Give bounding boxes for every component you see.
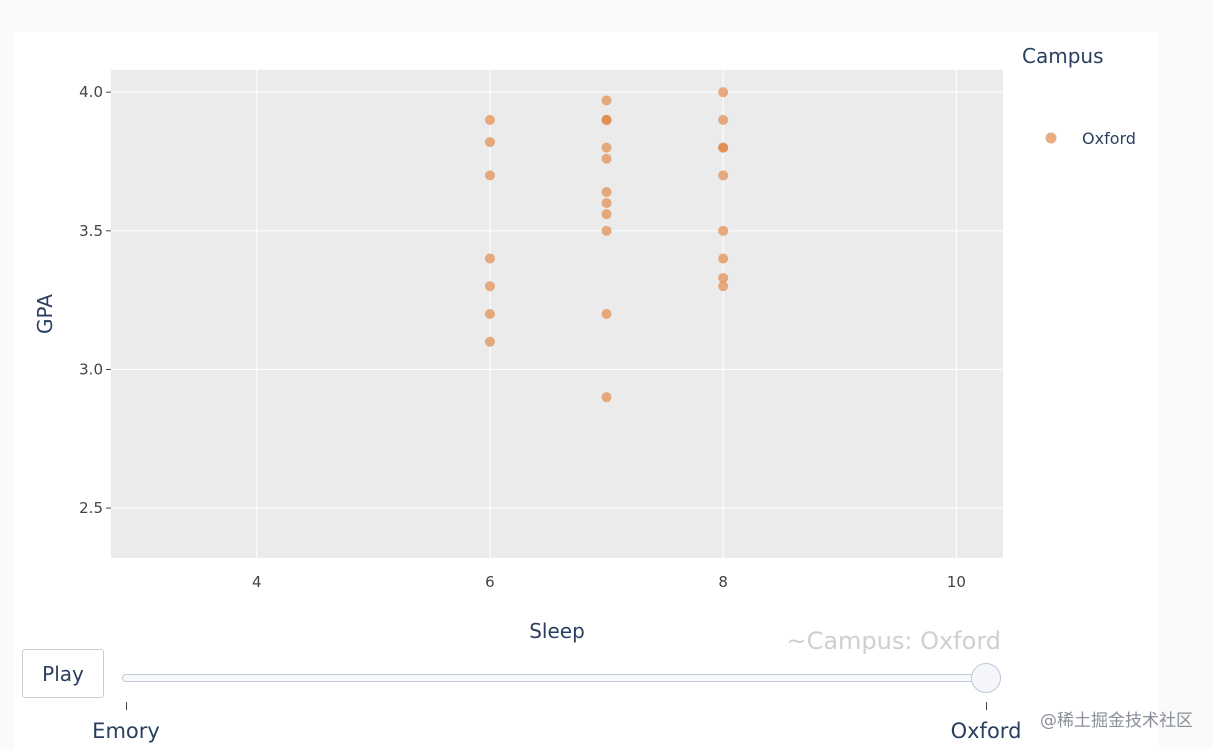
- x-tick-label: 4: [252, 573, 262, 591]
- data-point: [718, 225, 729, 236]
- data-point: [601, 114, 612, 125]
- data-point: [601, 198, 612, 209]
- data-point: [601, 309, 612, 319]
- data-point: [601, 142, 612, 153]
- slider-current-value: ~Campus: Oxford: [786, 627, 1001, 655]
- slider-track[interactable]: [122, 674, 988, 682]
- data-point: [718, 272, 729, 283]
- slider-tick-emory: [126, 702, 127, 710]
- data-point: [718, 170, 729, 181]
- data-point: [718, 253, 729, 264]
- legend-title: Campus: [1022, 44, 1104, 68]
- y-tick-label: 3.5: [79, 222, 103, 240]
- data-point: [718, 87, 729, 98]
- legend-marker: [1045, 132, 1057, 144]
- slider-step-label-emory[interactable]: Emory: [92, 719, 160, 743]
- y-tick-label: 3.0: [79, 360, 103, 378]
- data-point: [484, 114, 495, 125]
- data-point: [484, 309, 495, 319]
- data-point: [484, 170, 495, 181]
- data-point: [601, 209, 612, 220]
- data-point: [601, 392, 612, 403]
- data-point: [718, 114, 729, 125]
- data-point: [718, 281, 729, 292]
- legend-item-label: Oxford: [1082, 129, 1136, 148]
- slider-handle[interactable]: [971, 663, 1001, 693]
- data-point: [601, 225, 612, 236]
- slider-tick-oxford: [986, 702, 987, 710]
- data-point: [601, 153, 612, 164]
- data-point: [484, 253, 495, 264]
- play-button[interactable]: Play: [22, 649, 104, 698]
- plot-background: [111, 70, 1003, 558]
- data-point: [601, 187, 612, 197]
- y-tick-label: 2.5: [79, 499, 103, 517]
- data-point: [601, 95, 612, 106]
- data-point: [718, 142, 729, 153]
- x-tick-label: 10: [947, 573, 966, 591]
- x-tick-label: 6: [485, 573, 495, 591]
- slider-step-label-oxford[interactable]: Oxford: [950, 719, 1022, 743]
- data-point: [484, 281, 495, 292]
- y-tick-label: 4.0: [79, 83, 103, 101]
- watermark-text: @稀土掘金技术社区: [1040, 711, 1193, 731]
- x-axis-title: Sleep: [529, 619, 585, 643]
- data-point: [484, 137, 495, 148]
- x-tick-label: 8: [718, 573, 728, 591]
- data-point: [484, 336, 495, 347]
- y-axis-title: GPA: [33, 294, 57, 334]
